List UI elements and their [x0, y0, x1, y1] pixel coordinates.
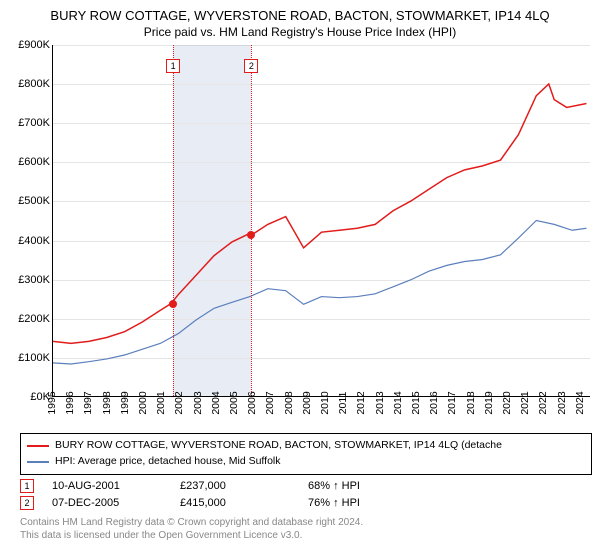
x-tick-label: 1998	[101, 391, 113, 414]
x-tick-label: 2019	[483, 391, 495, 414]
x-tick-label: 2011	[337, 392, 349, 415]
transaction-marker: 2	[20, 496, 34, 510]
x-tick-label: 2024	[574, 391, 586, 414]
x-tick-label: 2007	[264, 391, 276, 414]
x-tick-label: 2005	[228, 391, 240, 414]
legend: BURY ROW COTTAGE, WYVERSTONE ROAD, BACTO…	[20, 433, 592, 475]
x-tick-label: 2004	[210, 391, 222, 414]
x-tick-label: 2021	[519, 391, 531, 414]
legend-swatch	[27, 445, 49, 447]
y-tick-label: £800K	[18, 78, 50, 90]
x-tick-label: 2003	[192, 391, 204, 414]
page-title: BURY ROW COTTAGE, WYVERSTONE ROAD, BACTO…	[8, 8, 592, 23]
marker-line	[251, 45, 252, 396]
x-tick-label: 2002	[173, 391, 185, 414]
x-tick-label: 2008	[283, 391, 295, 414]
x-tick-label: 2001	[155, 391, 167, 414]
footer-line-1: Contains HM Land Registry data © Crown c…	[20, 516, 592, 529]
footer-line-2: This data is licensed under the Open Gov…	[20, 529, 592, 542]
transaction-price: £415,000	[180, 497, 290, 509]
y-tick-label: £100K	[18, 352, 50, 364]
x-tick-label: 1995	[46, 391, 58, 414]
x-tick-label: 2020	[501, 391, 513, 414]
x-tick-label: 2023	[556, 391, 568, 414]
x-tick-label: 2006	[246, 391, 258, 414]
x-tick-label: 2015	[410, 391, 422, 414]
legend-item: BURY ROW COTTAGE, WYVERSTONE ROAD, BACTO…	[27, 438, 585, 454]
x-tick-label: 2014	[392, 391, 404, 414]
marker-dot	[247, 231, 255, 239]
marker-square: 1	[166, 59, 180, 73]
transaction-row: 1 10-AUG-2001 £237,000 68% ↑ HPI	[20, 479, 592, 493]
y-tick-label: £600K	[18, 156, 50, 168]
transaction-price: £237,000	[180, 480, 290, 492]
y-tick-label: £500K	[18, 195, 50, 207]
x-tick-label: 2018	[465, 391, 477, 414]
y-tick-label: £700K	[18, 117, 50, 129]
marker-dot	[169, 300, 177, 308]
series-line	[53, 84, 586, 343]
y-tick-label: £200K	[18, 313, 50, 325]
transaction-uplift: 68% ↑ HPI	[308, 480, 360, 492]
x-tick-label: 2010	[319, 391, 331, 414]
x-tick-label: 2000	[137, 391, 149, 414]
series-line	[53, 221, 586, 364]
price-chart: £0K£100K£200K£300K£400K£500K£600K£700K£8…	[8, 45, 592, 427]
legend-item: HPI: Average price, detached house, Mid …	[27, 454, 585, 470]
x-tick-label: 2016	[428, 391, 440, 414]
transaction-row: 2 07-DEC-2005 £415,000 76% ↑ HPI	[20, 496, 592, 510]
legend-swatch	[27, 461, 49, 463]
transaction-date: 07-DEC-2005	[52, 497, 162, 509]
x-tick-label: 2012	[355, 391, 367, 414]
y-tick-label: £300K	[18, 274, 50, 286]
transaction-uplift: 76% ↑ HPI	[308, 497, 360, 509]
y-tick-label: £900K	[18, 39, 50, 51]
transaction-list: 1 10-AUG-2001 £237,000 68% ↑ HPI 2 07-DEC-200…	[20, 479, 592, 510]
marker-square: 2	[244, 59, 258, 73]
legend-label: BURY ROW COTTAGE, WYVERSTONE ROAD, BACTO…	[55, 438, 502, 454]
x-tick-label: 1997	[82, 391, 94, 414]
x-tick-label: 1999	[119, 391, 131, 414]
y-tick-label: £400K	[18, 235, 50, 247]
transaction-marker: 1	[20, 479, 34, 493]
page-subtitle: Price paid vs. HM Land Registry's House …	[8, 25, 592, 39]
transaction-date: 10-AUG-2001	[52, 480, 162, 492]
marker-line	[173, 45, 174, 396]
x-tick-label: 2022	[537, 391, 549, 414]
x-tick-label: 2009	[301, 391, 313, 414]
footer-text: Contains HM Land Registry data © Crown c…	[20, 516, 592, 542]
x-tick-label: 2017	[446, 391, 458, 414]
legend-label: HPI: Average price, detached house, Mid …	[55, 454, 281, 470]
x-tick-label: 1996	[64, 391, 76, 414]
x-tick-label: 2013	[374, 391, 386, 414]
